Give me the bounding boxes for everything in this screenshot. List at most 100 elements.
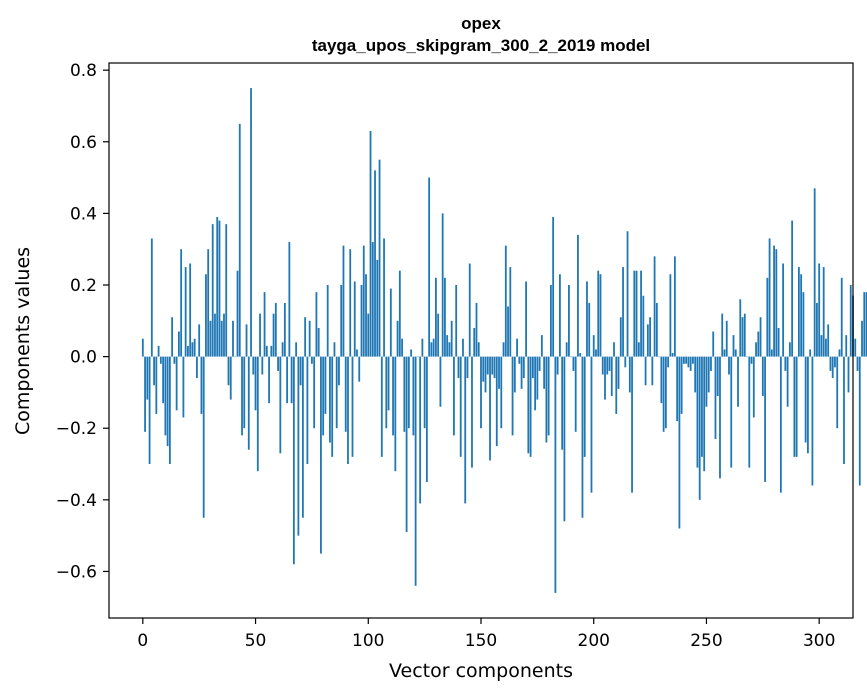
bar-111: [392, 356, 394, 436]
bar-82: [326, 285, 329, 357]
bar-159: [500, 356, 503, 429]
bar-47: [247, 356, 250, 450]
bar-290: [795, 356, 798, 457]
bar-75: [311, 356, 313, 364]
bar-121: [414, 356, 417, 586]
bar-271: [752, 356, 755, 418]
bar-122: [416, 356, 419, 358]
bar-127: [428, 177, 431, 357]
bar-109: [387, 356, 390, 411]
bar-171: [527, 356, 530, 454]
bar-93: [351, 356, 354, 457]
bar-103: [374, 170, 376, 357]
bar-16: [177, 331, 180, 357]
bar-71: [301, 356, 304, 518]
bar-24: [196, 356, 198, 379]
bar-180: [547, 356, 550, 436]
bar-313: [847, 356, 850, 393]
bar-193: [577, 234, 579, 357]
bar-182: [552, 216, 555, 357]
bar-27: [202, 356, 205, 518]
bar-312: [845, 335, 848, 357]
bar-176: [538, 356, 541, 371]
bar-260: [728, 356, 730, 375]
bar-126: [425, 356, 428, 482]
bar-92: [349, 249, 352, 357]
bar-73: [306, 356, 309, 465]
plot-frame: [108, 62, 854, 619]
bar-300: [818, 263, 821, 357]
bar-217: [631, 356, 633, 493]
bar-138: [453, 356, 455, 436]
bar-77: [315, 292, 318, 357]
bar-229: [658, 356, 661, 358]
bar-187: [563, 356, 566, 522]
bar-158: [498, 356, 500, 389]
bar-161: [504, 245, 507, 357]
x-tick-label: 0: [137, 631, 148, 651]
bar-55: [265, 345, 268, 357]
bar-294: [804, 356, 807, 443]
bar-106: [380, 356, 383, 457]
bar-44: [241, 356, 243, 436]
bar-189: [568, 285, 570, 357]
bar-84: [331, 356, 334, 457]
bar-273: [757, 331, 760, 357]
x-axis-label: Vector components: [389, 660, 573, 682]
bar-70: [299, 356, 302, 386]
bar-207: [608, 356, 611, 371]
bar-214: [624, 356, 627, 368]
bar-270: [750, 356, 753, 364]
bar-119: [410, 349, 413, 357]
bar-264: [737, 356, 739, 407]
bar-230: [660, 356, 663, 404]
bar-262: [732, 335, 735, 357]
bar-7: [157, 345, 160, 357]
bar-163: [509, 267, 512, 357]
bar-112: [394, 356, 397, 472]
bar-276: [764, 356, 766, 482]
bar-201: [595, 349, 597, 357]
bar-174: [534, 356, 537, 411]
bar-148: [475, 302, 478, 357]
bar-302: [822, 267, 825, 357]
bar-222: [642, 295, 645, 357]
bar-249: [703, 356, 706, 472]
bar-46: [245, 324, 248, 357]
bar-311: [843, 356, 845, 465]
bar-253: [712, 331, 715, 357]
bar-304: [827, 324, 830, 357]
bar-6: [155, 356, 158, 414]
bar-248: [701, 356, 703, 457]
bar-26: [200, 356, 203, 414]
bar-295: [807, 356, 809, 454]
bar-266: [741, 317, 744, 357]
bar-246: [696, 356, 699, 468]
bar-202: [597, 270, 600, 357]
bar-301: [820, 335, 823, 357]
bar-9: [162, 356, 165, 404]
bar-164: [511, 356, 514, 436]
bar-196: [583, 356, 586, 457]
bar-130: [435, 277, 437, 357]
bar-165: [513, 356, 516, 393]
bar-67: [292, 356, 295, 565]
bar-303: [825, 338, 827, 357]
bar-209: [613, 342, 615, 357]
bar-series: [141, 88, 867, 593]
bar-136: [448, 342, 451, 357]
bar-118: [407, 356, 410, 429]
bar-244: [692, 356, 694, 364]
bar-49: [252, 356, 255, 375]
bar-32: [214, 313, 216, 357]
bar-268: [746, 356, 748, 358]
bar-40: [232, 320, 234, 357]
bar-255: [716, 356, 719, 396]
bar-2: [146, 356, 149, 400]
bar-108: [385, 356, 388, 429]
bar-129: [432, 338, 435, 357]
bar-281: [775, 249, 778, 357]
bar-280: [773, 245, 775, 357]
bar-87: [338, 356, 340, 386]
bar-114: [398, 270, 401, 357]
